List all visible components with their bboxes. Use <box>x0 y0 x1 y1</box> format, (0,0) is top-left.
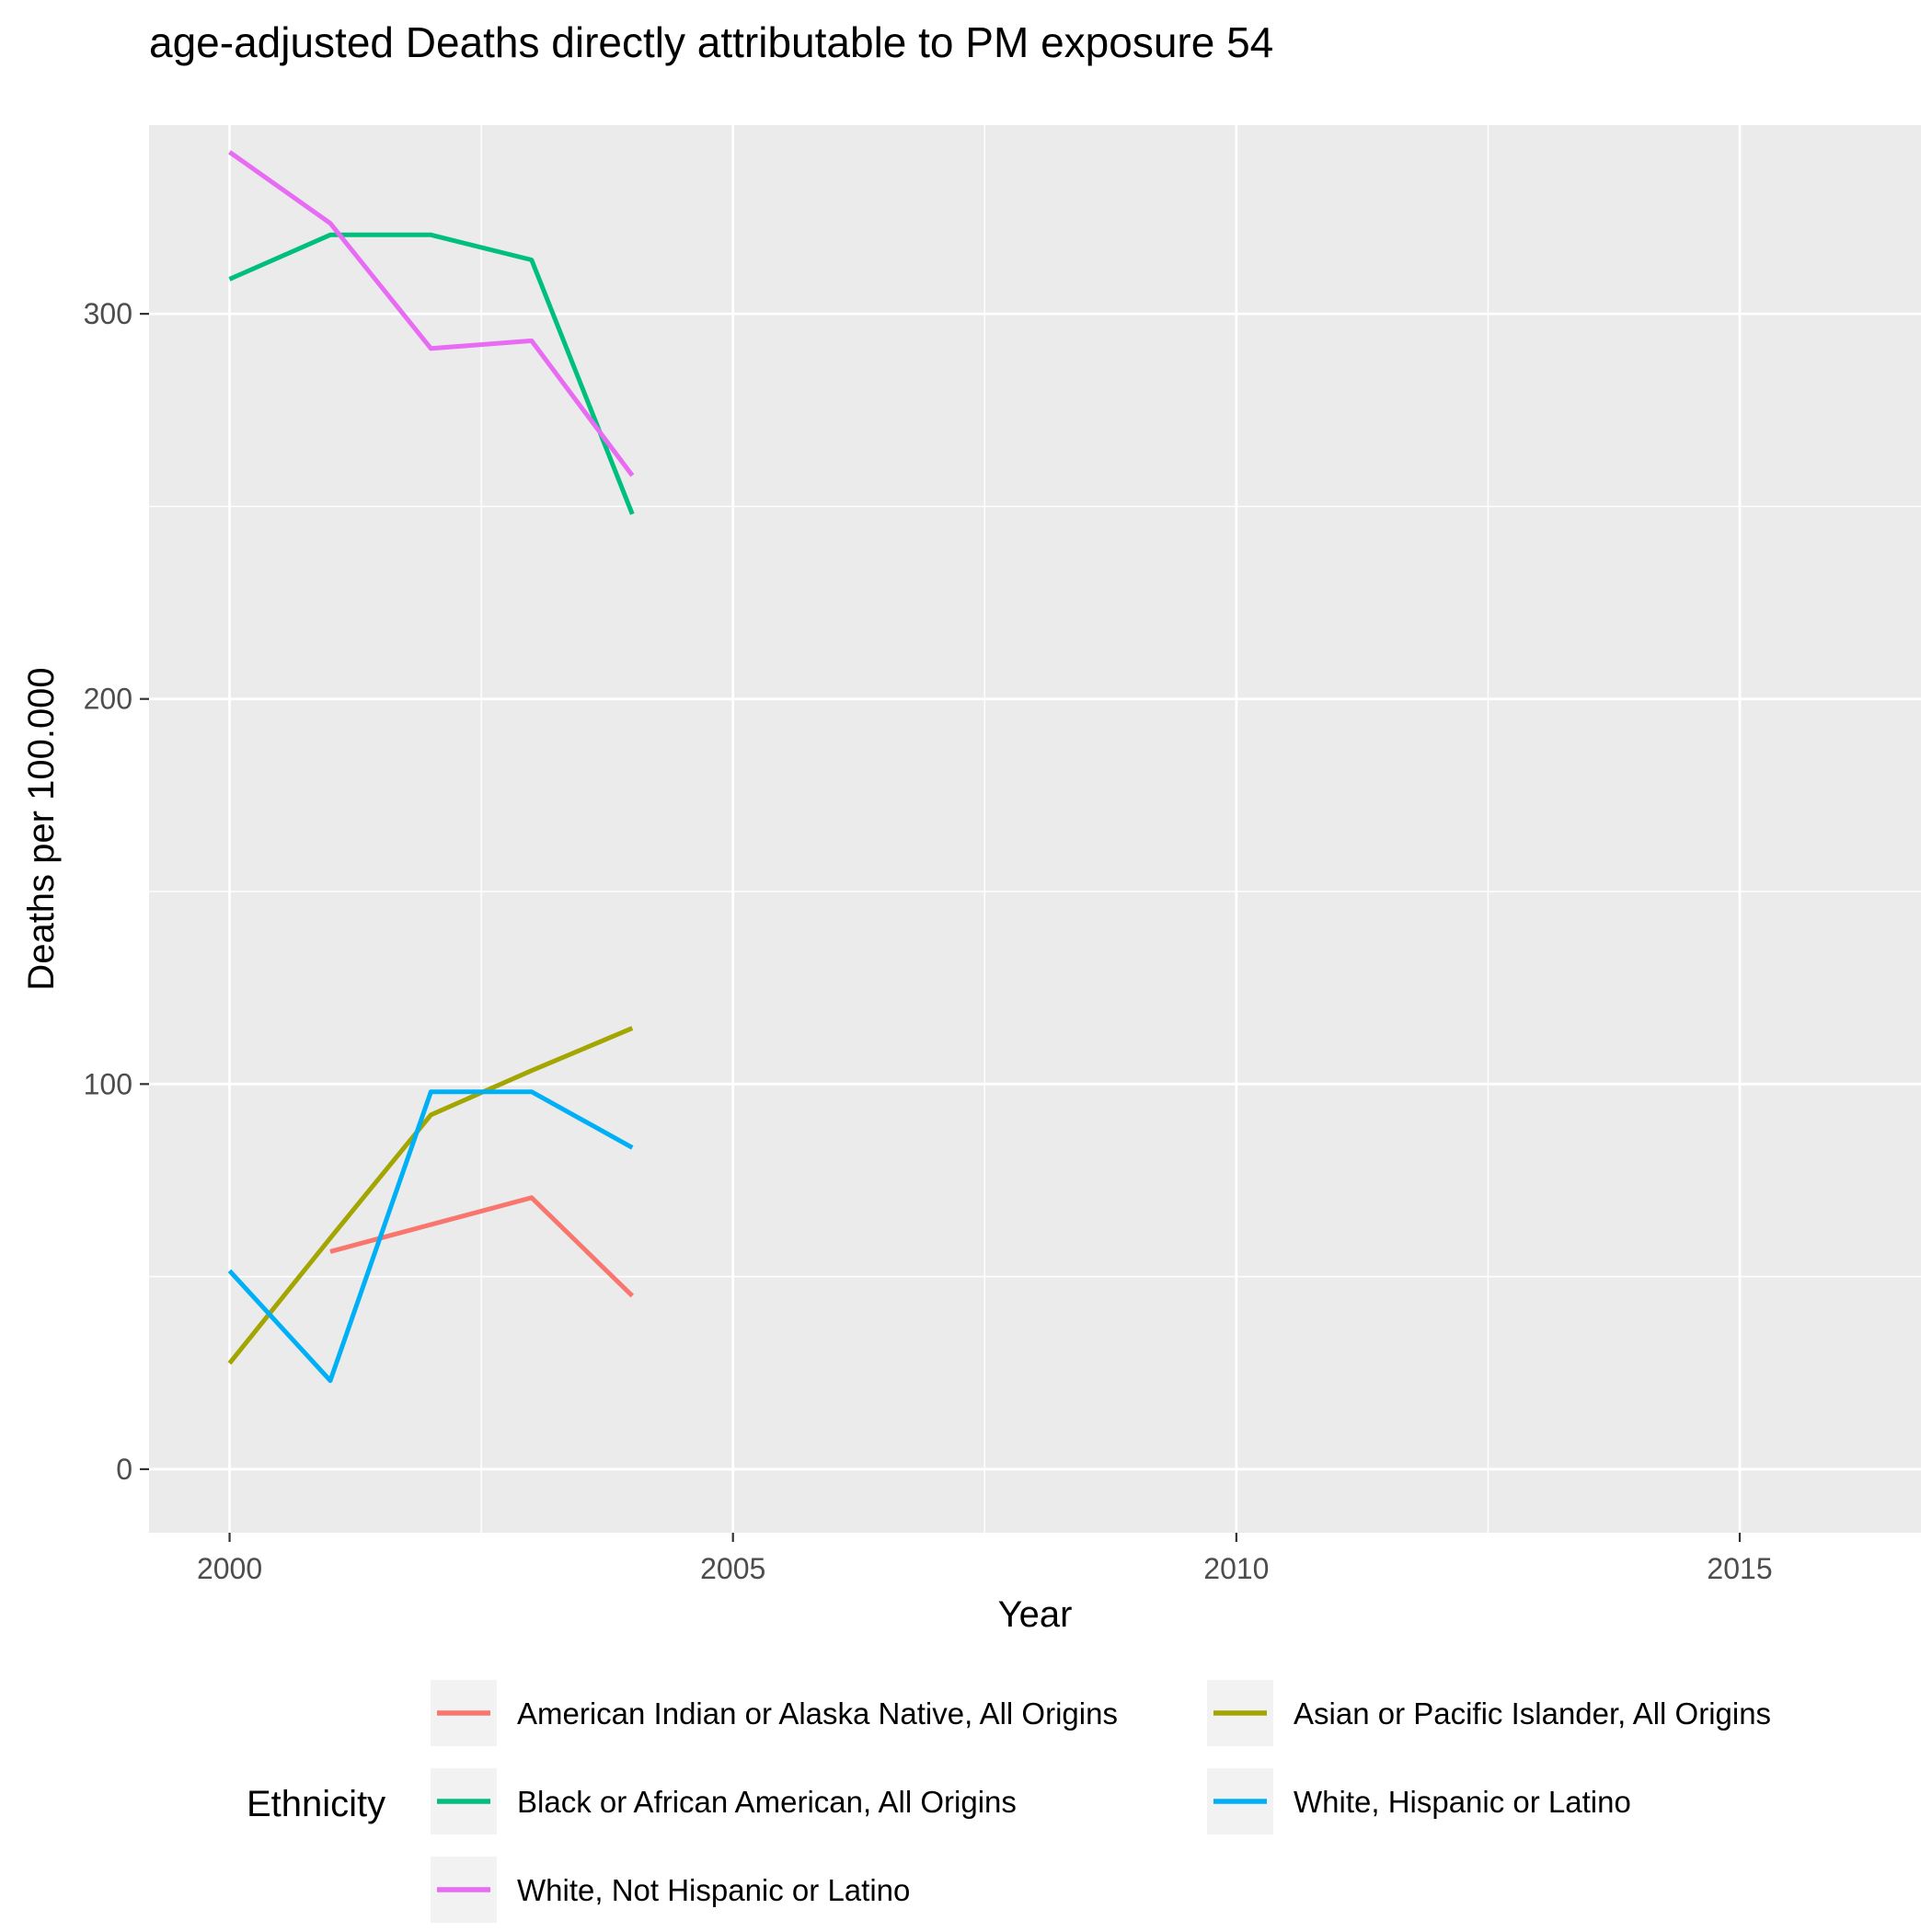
legend-item-4: White, Hispanic or Latino <box>1207 1768 1631 1834</box>
legend-item-3: Black or African American, All Origins <box>431 1768 1017 1834</box>
x-tick-label: 2010 <box>1203 1552 1269 1585</box>
y-tick-label: 100 <box>84 1067 132 1100</box>
series-line-3 <box>228 232 635 515</box>
series-line-2 <box>227 1026 634 1365</box>
x-axis: 2000 2005 2010 2015 <box>197 1533 1773 1585</box>
y-tick-label: 300 <box>84 297 132 330</box>
legend-label: White, Hispanic or Latino <box>1294 1785 1631 1819</box>
series-line-5 <box>228 150 635 477</box>
series-line-4 <box>227 1089 634 1384</box>
legend-item-1: American Indian or Alaska Native, All Or… <box>431 1680 1118 1746</box>
legend-label: Black or African American, All Origins <box>517 1785 1017 1819</box>
y-tick-label: 200 <box>84 683 132 716</box>
legend-item-2: Asian or Pacific Islander, All Origins <box>1207 1680 1771 1746</box>
y-axis: 0 100 200 300 <box>84 297 149 1486</box>
x-tick-label: 2000 <box>197 1552 262 1585</box>
chart-title: age-adjusted Deaths directly attributabl… <box>149 18 1273 66</box>
x-tick-label: 2005 <box>700 1552 765 1585</box>
legend-item-5: White, Not Hispanic or Latino <box>431 1857 910 1923</box>
x-tick-label: 2015 <box>1707 1552 1772 1585</box>
plot-panel <box>149 125 1921 1533</box>
legend: Ethnicity American Indian or Alaska Nati… <box>247 1680 1771 1923</box>
legend-label: American Indian or Alaska Native, All Or… <box>517 1696 1118 1731</box>
legend-title: Ethnicity <box>247 1784 385 1824</box>
x-axis-title: Year <box>998 1594 1073 1635</box>
y-axis-title: Deaths per 100.000 <box>21 667 62 990</box>
major-gridlines <box>149 125 1921 1533</box>
legend-label: Asian or Pacific Islander, All Origins <box>1294 1696 1771 1731</box>
legend-label: White, Not Hispanic or Latino <box>517 1873 910 1907</box>
minor-gridlines <box>149 125 1921 1533</box>
y-tick-label: 0 <box>116 1453 132 1486</box>
series-lines <box>227 150 635 1384</box>
